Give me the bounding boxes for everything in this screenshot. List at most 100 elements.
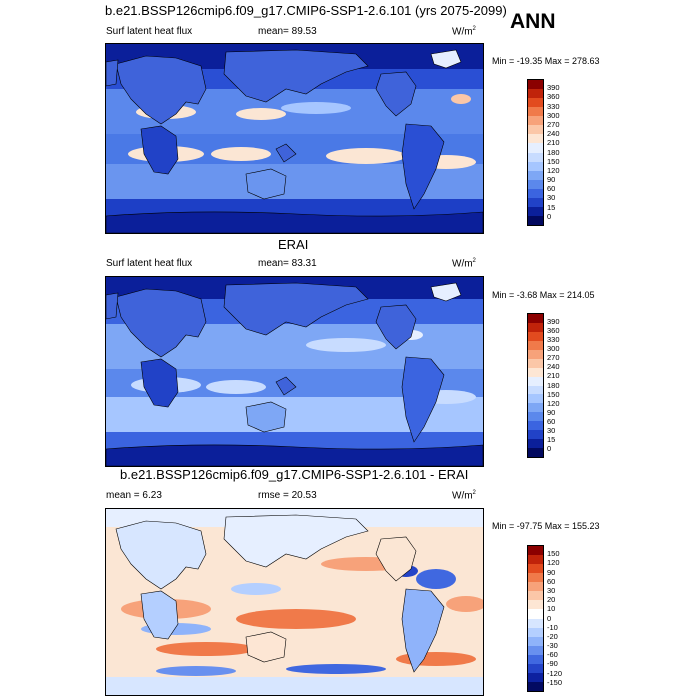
colorbar-tick-label: 210 <box>547 371 560 381</box>
colorbar-tick-label: 150 <box>547 156 560 166</box>
panel-obs-heading: ERAI <box>278 237 309 252</box>
colorbar-swatch <box>528 125 543 135</box>
colorbar-swatch <box>528 179 543 189</box>
colorbar-swatch <box>528 89 543 99</box>
colorbar-tick-label: -150 <box>547 677 563 687</box>
colorbar-tick-label: 210 <box>547 138 560 148</box>
colorbar-swatch <box>528 654 543 664</box>
colorbar-swatch <box>528 340 543 350</box>
colorbar-tick-label: -20 <box>547 631 558 641</box>
panel-obs-mean-label: mean= 83.31 <box>258 258 317 269</box>
colorbar-tick-label: -120 <box>547 668 563 678</box>
panel-diff-units: W/m2 <box>452 490 476 502</box>
colorbar-swatch <box>528 591 543 601</box>
colorbar-tick-label: 30 <box>547 425 556 435</box>
colorbar-swatch <box>528 116 543 126</box>
colorbar-tick-label: 0 <box>547 443 552 453</box>
colorbar-tick-label: 390 <box>547 83 560 93</box>
colorbar-tick-label: 10 <box>547 604 556 614</box>
colorbar-tick-label: 330 <box>547 101 560 111</box>
colorbar-tick-label: -30 <box>547 641 558 651</box>
panel-model-map <box>105 43 484 234</box>
panel-diff-mean-label: mean = 6.23 <box>106 490 162 501</box>
colorbar-swatch <box>528 161 543 171</box>
colorbar-swatch <box>528 573 543 583</box>
panel-model-mean-label: mean= 89.53 <box>258 26 317 37</box>
colorbar-tick-label: 0 <box>547 211 552 221</box>
colorbar-swatch <box>528 98 543 108</box>
colorbar-tick-label: 15 <box>547 434 556 444</box>
colorbar-swatch <box>528 681 543 691</box>
colorbar-swatch <box>528 197 543 207</box>
colorbar-tick-label: 360 <box>547 92 560 102</box>
colorbar-tick-label: 150 <box>547 549 560 559</box>
colorbar-tick-label: -90 <box>547 659 558 669</box>
colorbar-tick-label: 15 <box>547 202 556 212</box>
colorbar-swatch <box>528 618 543 628</box>
colorbar-swatch <box>528 627 543 637</box>
colorbar-swatch <box>528 439 543 449</box>
colorbar-swatch <box>528 430 543 440</box>
colorbar-tick-label: 270 <box>547 119 560 129</box>
colorbar-swatch <box>528 555 543 565</box>
colorbar-swatch <box>528 546 543 556</box>
colorbar-tick-label: 30 <box>547 193 556 203</box>
colorbar-tick-label: 0 <box>547 613 552 623</box>
colorbar-swatch <box>528 645 543 655</box>
panel-obs-map <box>105 276 484 467</box>
colorbar-tick-label: 270 <box>547 353 560 363</box>
colorbar-swatch <box>528 376 543 386</box>
panel-obs-colorbar <box>527 313 544 458</box>
colorbar-swatch <box>528 143 543 153</box>
colorbar-swatch <box>528 322 543 332</box>
panel-diff-minmax: Min = -97.75 Max = 155.23 <box>492 521 600 531</box>
colorbar-tick-label: 330 <box>547 335 560 345</box>
colorbar-swatch <box>528 385 543 395</box>
colorbar-tick-label: -60 <box>547 650 558 660</box>
colorbar-tick-label: 90 <box>547 567 556 577</box>
panel-obs-minmax: Min = -3.68 Max = 214.05 <box>492 290 595 300</box>
colorbar-tick-label: 120 <box>547 398 560 408</box>
colorbar-tick-label: 20 <box>547 595 556 605</box>
colorbar-swatch <box>528 663 543 673</box>
colorbar-swatch <box>528 331 543 341</box>
colorbar-swatch <box>528 672 543 682</box>
colorbar-tick-label: 60 <box>547 184 556 194</box>
panel-obs-units: W/m2 <box>452 258 476 270</box>
colorbar-tick-label: 60 <box>547 576 556 586</box>
colorbar-swatch <box>528 134 543 144</box>
colorbar-tick-label: 390 <box>547 317 560 327</box>
figure-title: b.e21.BSSP126cmip6.f09_g17.CMIP6-SSP1-2.… <box>105 3 507 18</box>
colorbar-tick-label: 300 <box>547 110 560 120</box>
panel-diff-rmse-label: rmse = 20.53 <box>258 490 317 501</box>
colorbar-swatch <box>528 80 543 90</box>
colorbar-tick-label: 150 <box>547 389 560 399</box>
colorbar-swatch <box>528 206 543 216</box>
colorbar-swatch <box>528 636 543 646</box>
colorbar-tick-label: 240 <box>547 129 560 139</box>
panel-diff-map <box>105 508 484 696</box>
panel-obs-variable-label: Surf latent heat flux <box>106 258 193 269</box>
colorbar-swatch <box>528 394 543 404</box>
colorbar-tick-label: 180 <box>547 380 560 390</box>
colorbar-tick-label: 30 <box>547 585 556 595</box>
colorbar-swatch <box>528 188 543 198</box>
colorbar-swatch <box>528 314 543 323</box>
panel-model-variable-label: Surf latent heat flux <box>106 26 193 37</box>
panel-diff-colorbar <box>527 545 544 692</box>
colorbar-tick-label: 360 <box>547 326 560 336</box>
colorbar-swatch <box>528 448 543 457</box>
panel-model-units: W/m2 <box>452 26 476 38</box>
colorbar-tick-label: 240 <box>547 362 560 372</box>
colorbar-tick-label: 90 <box>547 407 556 417</box>
colorbar-tick-label: -10 <box>547 622 558 632</box>
colorbar-tick-label: 60 <box>547 416 556 426</box>
panel-diff-heading: b.e21.BSSP126cmip6.f09_g17.CMIP6-SSP1-2.… <box>120 467 469 482</box>
colorbar-swatch <box>528 564 543 574</box>
colorbar-swatch <box>528 421 543 431</box>
colorbar-tick-label: 120 <box>547 165 560 175</box>
colorbar-swatch <box>528 215 543 225</box>
colorbar-swatch <box>528 358 543 368</box>
colorbar-tick-label: 90 <box>547 175 556 185</box>
colorbar-swatch <box>528 582 543 592</box>
